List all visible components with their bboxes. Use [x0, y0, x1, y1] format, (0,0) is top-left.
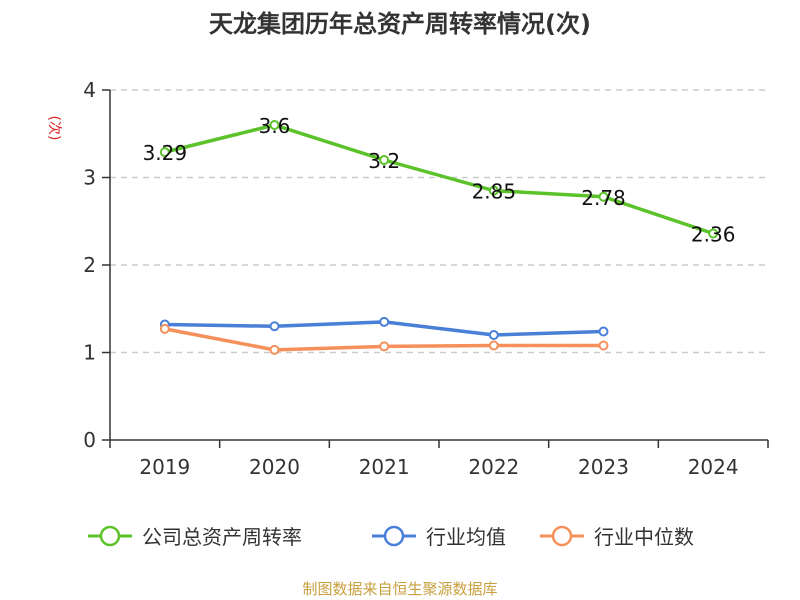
y-tick-label: 4 [83, 78, 96, 102]
legend-marker [383, 525, 405, 547]
data-point [598, 340, 609, 351]
y-tick-label: 0 [83, 428, 96, 452]
data-point [379, 155, 390, 165]
data-point [269, 120, 280, 130]
data-label: 2.78 [581, 186, 626, 210]
legend-marker [99, 525, 121, 547]
data-point [269, 321, 280, 332]
data-point [269, 344, 280, 355]
data-label: 3.6 [259, 114, 291, 138]
data-point [379, 341, 390, 352]
y-tick-label: 2 [83, 253, 96, 277]
data-point [159, 323, 170, 334]
data-point [708, 228, 719, 239]
gridlines [110, 89, 768, 354]
y-axis-label: (次) [46, 116, 62, 141]
legend-label: 行业中位数 [594, 525, 694, 549]
x-tick-label: 2019 [139, 455, 190, 479]
legend-label: 行业均值 [426, 525, 506, 549]
x-tick-label: 2022 [468, 455, 519, 479]
data-point [488, 185, 499, 196]
y-tick-label: 1 [83, 341, 96, 365]
axes: 0 1 2 3 4 2019 2020 2021 2022 2023 2024 [83, 78, 769, 479]
legend-label: 公司总资产周转率 [142, 525, 302, 549]
data-label: 2.85 [472, 180, 517, 204]
data-point [598, 326, 609, 337]
legend: 公司总资产周转率 行业均值 行业中位数 [88, 525, 694, 549]
x-tick-label: 2023 [578, 455, 629, 479]
chart-title: 天龙集团历年总资产周转率情况(次) [209, 10, 591, 38]
x-tick-label: 2021 [359, 455, 410, 479]
legend-marker [551, 525, 573, 547]
y-tick-label: 3 [83, 166, 96, 190]
data-label: 3.29 [143, 141, 188, 165]
x-tick-label: 2020 [249, 455, 300, 479]
source-note: 制图数据来自恒生聚源数据库 [302, 580, 497, 598]
data-label: 3.2 [368, 149, 400, 173]
data-label: 2.36 [691, 223, 736, 247]
data-point [598, 191, 609, 202]
data-labels: 3.29 3.6 3.2 2.85 2.78 2.36 [143, 114, 736, 247]
data-point [488, 340, 499, 351]
data-point [488, 330, 499, 340]
data-point [159, 147, 170, 158]
data-point [379, 316, 390, 327]
series-group [159, 120, 719, 355]
series-line [164, 123, 714, 236]
x-tick-label: 2024 [688, 455, 739, 479]
